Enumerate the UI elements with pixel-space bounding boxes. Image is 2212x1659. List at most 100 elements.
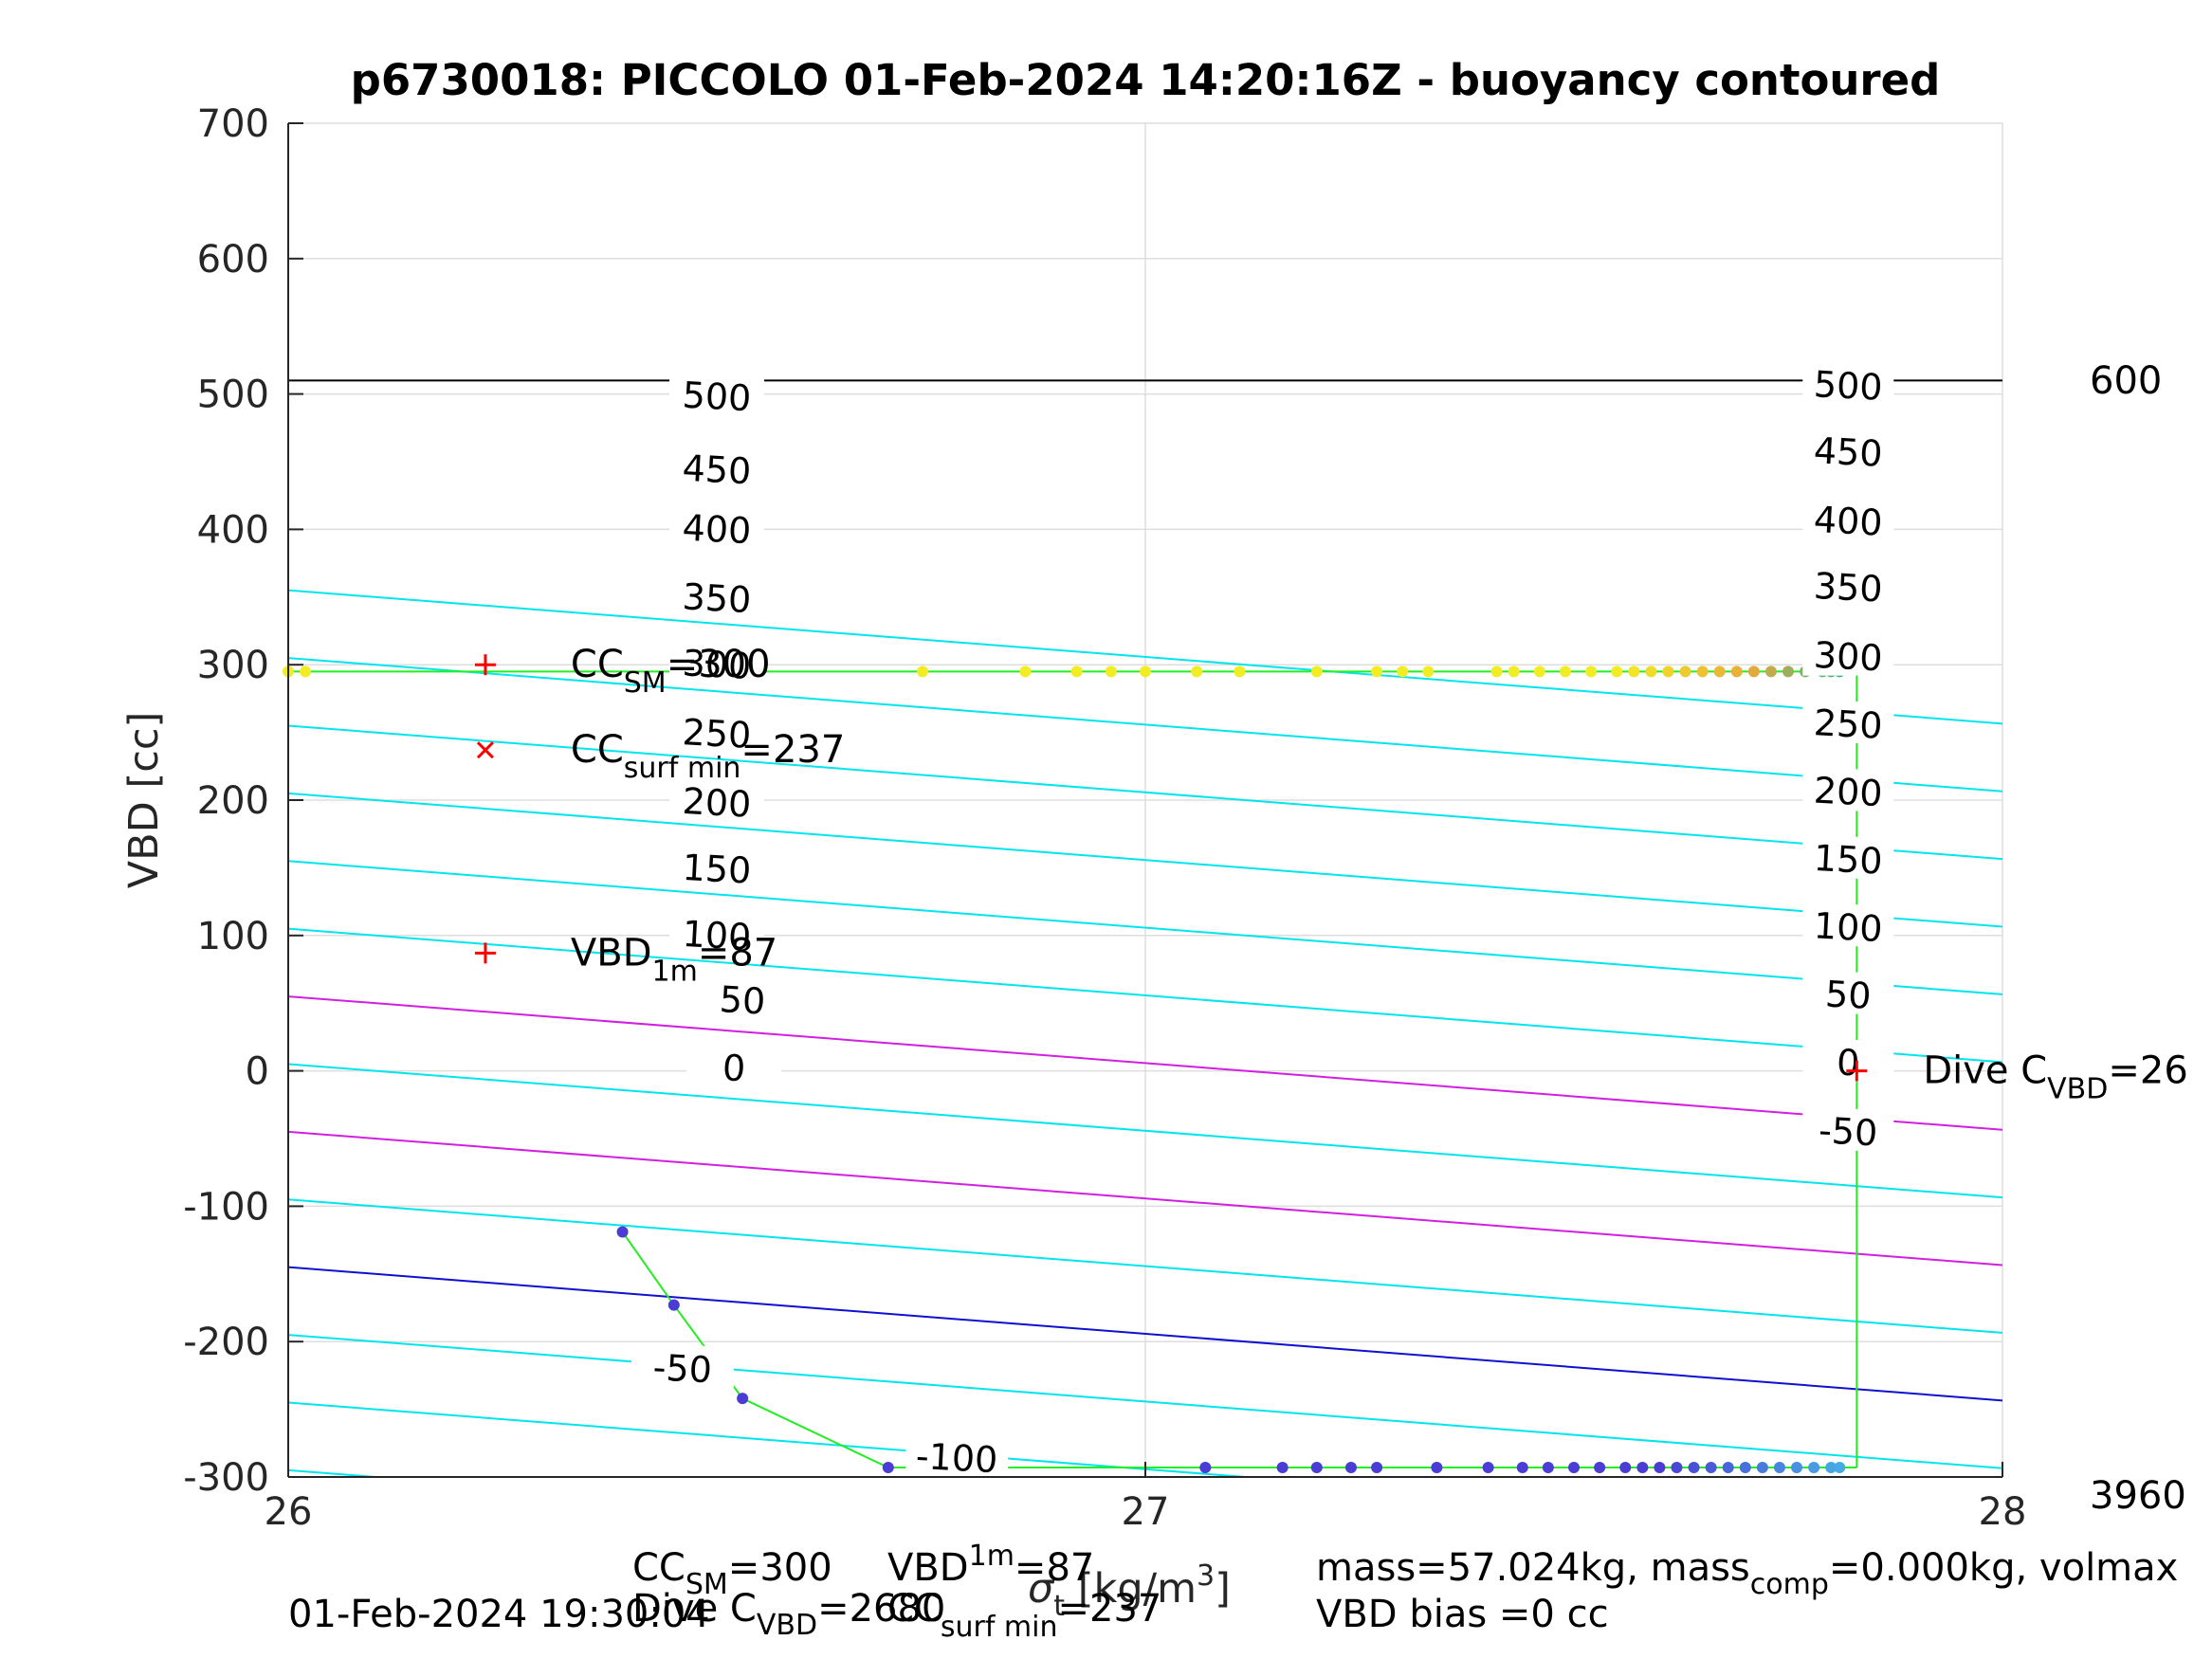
- contour-label-bg: [669, 711, 764, 754]
- footer-mass: mass=57.024kg, masscomp=0.000kg, volmax: [1316, 1546, 2178, 1601]
- surface-point: [1730, 665, 1743, 678]
- bottom-point: [1482, 1462, 1494, 1474]
- y-tick-label: 300: [197, 644, 269, 687]
- contour-line-cyan: [288, 1063, 2002, 1199]
- surface-point: [1533, 665, 1545, 678]
- surface-point: [1713, 665, 1726, 678]
- contour-label: 450: [682, 447, 753, 493]
- surface-point: [1662, 665, 1674, 678]
- bottom-point: [1371, 1462, 1383, 1474]
- surface-point: [1070, 665, 1083, 678]
- contour-label-bg: [1802, 702, 1894, 744]
- contour-label: 100: [1813, 904, 1884, 950]
- y-tick-label: 400: [197, 508, 269, 552]
- contour-line-cyan: [288, 1198, 2002, 1334]
- contour-label-bg: [669, 846, 764, 888]
- contour-label: 50: [719, 978, 767, 1022]
- descent-point: [737, 1393, 749, 1405]
- surface-point: [1611, 665, 1623, 678]
- contour-label: 400: [682, 507, 753, 553]
- contour-line-cyan: [288, 1334, 2002, 1469]
- data-series: [283, 665, 1858, 1474]
- surface-point: [1019, 665, 1032, 678]
- y-tick-label: 0: [246, 1050, 269, 1094]
- y-tick-label: 700: [197, 102, 269, 146]
- bottom-point: [1276, 1462, 1289, 1474]
- contour-label: 500: [682, 374, 753, 420]
- right-label-top: 600: [2090, 359, 2162, 403]
- contour-label-bg: [1802, 1108, 1894, 1151]
- contour-line-cyan: [288, 927, 2002, 1064]
- contour-line-magenta: [288, 1130, 2002, 1267]
- y-tick-label: 600: [197, 238, 269, 282]
- marker-label: CCSM=300: [571, 643, 771, 700]
- surface-point: [300, 665, 312, 678]
- marker-label: VBD1m=87: [571, 931, 777, 988]
- contour-line-cyan: [288, 860, 2002, 995]
- bottom-point: [1825, 1462, 1837, 1474]
- contour-label-bg: [1802, 363, 1894, 406]
- contour-label: 150: [682, 847, 753, 892]
- contour-label: 250: [1813, 702, 1884, 747]
- x-tick-label: 28: [1979, 1490, 2027, 1534]
- contour-label-bg: [669, 575, 764, 618]
- footer-vbd-bias: VBD bias =0 cc: [1316, 1593, 1609, 1636]
- contour-label-bg: [1802, 769, 1894, 811]
- surface-point: [916, 665, 928, 678]
- contour-label: 300: [682, 642, 753, 687]
- surface-point: [1696, 665, 1709, 678]
- contour-labels: 5004504003503002502001501005005004504003…: [631, 363, 1894, 1481]
- grid: [287, 122, 2003, 1478]
- footer-vbd-1m: VBD1m=87: [887, 1540, 1094, 1590]
- bottom-point: [1739, 1462, 1751, 1474]
- contour-label: 100: [682, 913, 753, 958]
- contour-label-bg: [669, 642, 764, 684]
- right-label-bottom: 3960: [2090, 1474, 2186, 1518]
- contour-label: 50: [1824, 973, 1873, 1016]
- surface-point: [1310, 665, 1323, 678]
- contour-label: 200: [1813, 770, 1884, 815]
- surface-point: [1490, 665, 1503, 678]
- bottom-point: [1671, 1462, 1683, 1474]
- bottom-point: [1722, 1462, 1734, 1474]
- contour-line-cyan: [288, 589, 2002, 725]
- footer-cc-surf-min: CCsurf min=237: [887, 1587, 1161, 1644]
- y-axis-label: VBD [cc]: [120, 712, 168, 889]
- contour-line-cyan: [288, 792, 2002, 928]
- contour-label: 350: [682, 575, 753, 621]
- surface-point: [1371, 665, 1383, 678]
- bottom-point: [1654, 1462, 1666, 1474]
- contour-label: -50: [652, 1346, 713, 1391]
- bottom-point: [1542, 1462, 1554, 1474]
- bottom-point: [1705, 1462, 1717, 1474]
- bottom-point: [1344, 1462, 1357, 1474]
- bottom-point: [1310, 1462, 1323, 1474]
- contour-line-cyan: [288, 657, 2002, 793]
- footer-cc-sm: CCSM=300: [632, 1546, 832, 1601]
- contour-line-magenta: [288, 995, 2002, 1131]
- x-tick-label: 27: [1122, 1490, 1170, 1534]
- contour-label-bg: [905, 1435, 1009, 1478]
- contour-line-cyan: [288, 724, 2002, 861]
- bottom-point: [1756, 1462, 1768, 1474]
- contour-label: 200: [682, 780, 753, 826]
- y-tick-label: 100: [197, 915, 269, 958]
- descent-point: [882, 1462, 894, 1474]
- surface-point: [1105, 665, 1117, 678]
- contour-lines: [288, 589, 2002, 1477]
- footer-dive-cvbd: Dive CVBD=2680: [632, 1587, 945, 1642]
- contour-line-blue: [288, 1266, 2002, 1402]
- y-tick-label: 200: [197, 779, 269, 823]
- contour-label-bg: [631, 1345, 734, 1388]
- surface-point: [1679, 665, 1691, 678]
- y-tick-label: -100: [183, 1185, 269, 1229]
- contour-label-bg: [1802, 972, 1894, 1014]
- surface-point: [1747, 665, 1760, 678]
- contour-label-bg: [1802, 564, 1894, 607]
- bottom-point: [1568, 1462, 1580, 1474]
- footer-timestamp: 01-Feb-2024 19:30:04: [288, 1593, 710, 1636]
- contour-label: -100: [915, 1435, 998, 1481]
- chart-title: p6730018: PICCOLO 01-Feb-2024 14:20:16Z …: [351, 55, 1941, 105]
- y-tick-label: 500: [197, 374, 269, 417]
